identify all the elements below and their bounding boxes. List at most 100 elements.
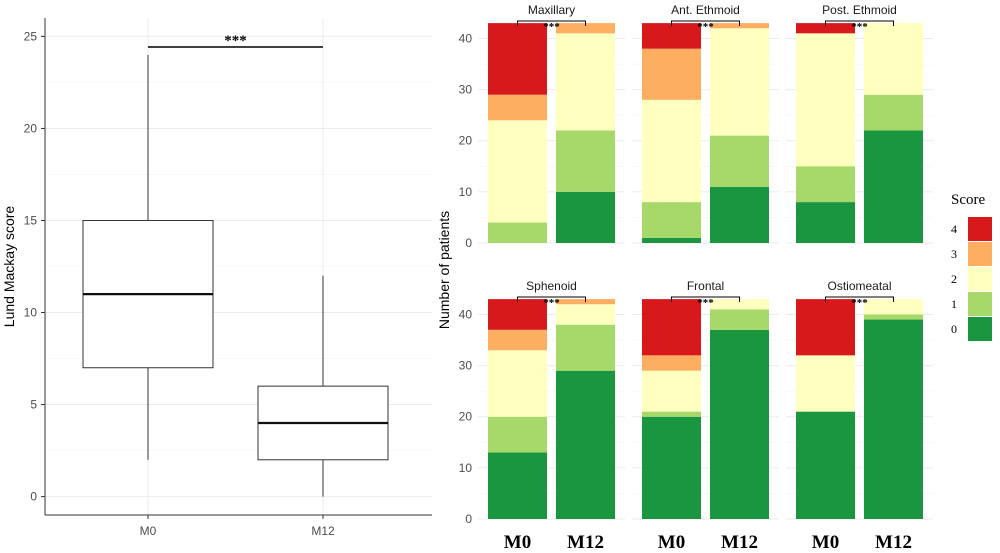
y-tick-label: 10 <box>459 461 473 475</box>
significance-label: *** <box>851 297 868 309</box>
bar-segment-score-3 <box>488 94 547 121</box>
y-tick-label: 40 <box>459 307 473 321</box>
bar-segment-score-1 <box>864 94 923 131</box>
facet-panel: Ostiomeatal *** M0 M12 <box>786 279 933 553</box>
bar-segment-score-1 <box>488 416 547 453</box>
bar-segment-score-4 <box>488 23 547 95</box>
facet-panel: Maxillary *** 0 10 20 30 40 <box>459 3 625 250</box>
legend-key-score-2 <box>968 267 992 291</box>
bar-segment-score-0 <box>864 130 923 243</box>
score-legend: Score 4 3 2 1 0 <box>951 192 992 341</box>
bar-segment-score-0 <box>556 191 615 243</box>
bar-segment-score-4 <box>642 299 701 356</box>
bar-segment-score-2 <box>710 28 769 136</box>
bar-segment-score-1 <box>556 130 615 192</box>
legend-key-score-1 <box>968 292 992 316</box>
bar-segment-score-2 <box>556 304 615 325</box>
legend-title: Score <box>951 192 985 208</box>
bar-segment-score-0 <box>642 237 701 243</box>
facet-panel: Post. Ethmoid *** <box>786 3 933 244</box>
significance-bracket <box>825 20 894 26</box>
x-tick-label: M12 <box>567 532 604 553</box>
bar-segment-score-0 <box>642 416 701 519</box>
significance-label: *** <box>851 21 868 33</box>
bar-segment-score-3 <box>488 329 547 351</box>
bar-segment-score-4 <box>488 299 547 330</box>
bar-segment-score-0 <box>796 411 855 519</box>
bar-segment-score-3 <box>642 48 701 100</box>
significance-label: *** <box>697 21 714 33</box>
bar-segment-score-0 <box>710 186 769 243</box>
y-tick-label: 0 <box>465 236 472 250</box>
y-tick-label: 10 <box>459 185 473 199</box>
facet-title: Frontal <box>687 279 724 293</box>
significance-bracket <box>825 296 894 302</box>
facet-title: Ant. Ethmoid <box>671 3 740 17</box>
facet-title: Sphenoid <box>526 279 577 293</box>
bar-segment-score-0 <box>796 202 855 243</box>
bar-segment-score-2 <box>488 120 547 223</box>
bar-segment-score-1 <box>556 324 615 371</box>
legend-label: 4 <box>951 222 957 236</box>
bar-segment-score-4 <box>642 23 701 49</box>
legend-key-score-0 <box>968 317 992 341</box>
x-tick-label: M12 <box>875 532 912 553</box>
significance-label: *** <box>697 297 714 309</box>
significance-bracket <box>517 296 586 302</box>
bar-segment-score-2 <box>864 299 923 315</box>
x-tick-label: M0 <box>658 532 685 553</box>
bar-segment-score-2 <box>642 99 701 203</box>
bar-segment-score-4 <box>796 299 855 356</box>
stacked-bar-chart: Number of patients Maxillary *** 0 10 20 30 40 A… <box>436 3 933 553</box>
y-tick-label: 0 <box>465 512 472 526</box>
y-tick-label: 10 <box>24 306 38 320</box>
bar-segment-score-1 <box>642 411 701 417</box>
bar-segment-score-1 <box>710 309 769 330</box>
bar-segment-score-3 <box>642 355 701 371</box>
facet-panel: Ant. Ethmoid *** <box>632 3 779 244</box>
bar-segment-score-0 <box>710 329 769 519</box>
bar-segment-score-1 <box>488 222 547 243</box>
significance-bracket <box>517 20 586 26</box>
significance-bracket <box>671 296 740 302</box>
significance-label: *** <box>543 21 560 33</box>
facet-panel: Frontal *** M0 M12 <box>632 279 779 553</box>
y-tick-label: 30 <box>459 83 473 97</box>
y-tick-label: 25 <box>24 29 38 43</box>
y-tick-label: 5 <box>30 398 37 412</box>
bar-segment-score-2 <box>556 33 615 131</box>
legend-label: 3 <box>951 247 957 261</box>
legend-label: 0 <box>951 322 957 336</box>
bar-segment-score-2 <box>642 370 701 412</box>
y-tick-label: 20 <box>459 410 473 424</box>
bar-segment-score-0 <box>488 452 547 519</box>
bar-segment-score-3 <box>556 23 615 34</box>
bar-segment-score-1 <box>710 135 769 187</box>
y-tick-label: 20 <box>459 134 473 148</box>
facet-title: Post. Ethmoid <box>822 3 897 17</box>
x-tick-label: M0 <box>504 532 531 553</box>
x-tick-label: M0 <box>140 524 157 538</box>
legend-key-score-3 <box>968 242 992 266</box>
legend-label: 2 <box>951 272 957 286</box>
y-axis-title: Number of patients <box>436 211 452 329</box>
y-tick-label: 15 <box>24 213 38 227</box>
legend-label: 1 <box>951 297 957 311</box>
x-tick-label: M12 <box>721 532 758 553</box>
bar-segment-score-2 <box>488 350 547 417</box>
facet-title: Ostiomeatal <box>827 279 891 293</box>
bar-segment-score-1 <box>864 314 923 320</box>
bar-segment-score-2 <box>864 23 923 95</box>
bar-segment-score-0 <box>864 319 923 519</box>
significance-label: *** <box>543 297 560 309</box>
boxplot-chart: 0 5 10 15 20 25 M0 M12 Lund Mackay score *** <box>1 18 432 538</box>
y-tick-label: 20 <box>24 121 38 135</box>
bar-segment-score-2 <box>710 299 769 310</box>
bar-segment-score-1 <box>642 202 701 238</box>
y-axis-title: Lund Mackay score <box>1 206 17 328</box>
y-tick-label: 30 <box>459 359 473 373</box>
significance-bracket <box>671 20 740 26</box>
y-tick-label: 40 <box>459 31 473 45</box>
bar-segment-score-2 <box>796 355 855 412</box>
